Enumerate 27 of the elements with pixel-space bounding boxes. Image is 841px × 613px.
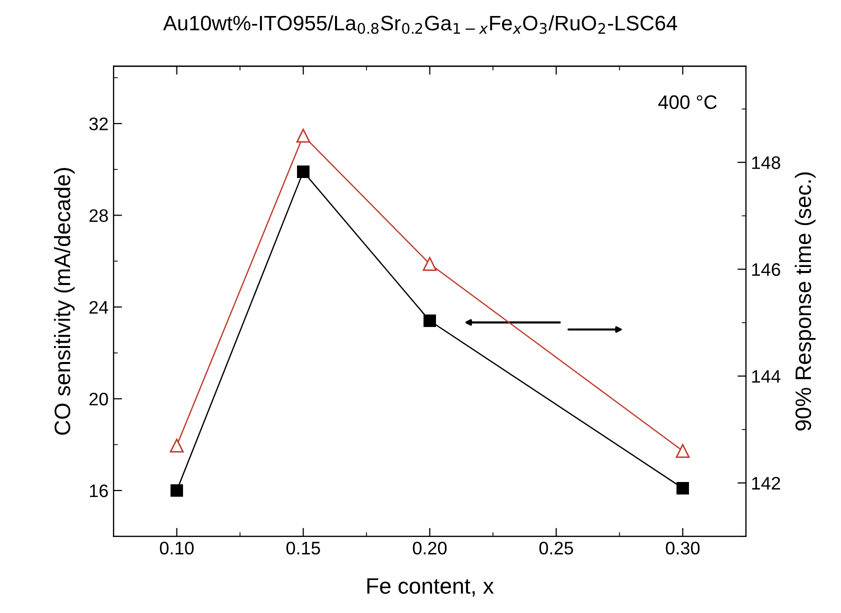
y2-tick-label: 148 — [752, 156, 780, 170]
annotation: 400 °C — [658, 95, 717, 110]
point — [296, 128, 310, 143]
y2-tick-label: 142 — [752, 476, 780, 490]
x-tick-label: 0.15 — [286, 542, 320, 554]
x-tick-label: 0.30 — [666, 542, 700, 554]
point — [676, 482, 689, 494]
y2-tick-label: 144 — [752, 370, 780, 383]
y2-axis-title: 90% Response time (sec.) — [794, 172, 816, 431]
y-axis-title: CO sensitivity (mA/decade) — [54, 168, 75, 435]
point — [297, 165, 310, 178]
point — [422, 256, 437, 271]
x-axis-title: Fe content, x — [367, 578, 494, 596]
y2-tick-label: 146 — [752, 263, 780, 276]
y-tick-label: 20 — [90, 392, 108, 406]
x-tick-label: 0.20 — [412, 542, 447, 554]
point — [170, 484, 184, 497]
point — [424, 314, 436, 328]
point — [676, 444, 690, 458]
x-tick-label: 0.10 — [160, 542, 194, 554]
point — [170, 438, 184, 452]
chart-title: Au10wt%-ITO955/La$_{0.8}$Sr$_{0.2}$Ga$_{1−x}$Fe$_{x}$O$_{3}$/RuO$_{2}$-LSC64 — [163, 15, 678, 34]
y-tick-label: 28 — [90, 209, 108, 222]
y-tick-label: 32 — [89, 117, 108, 130]
x-tick-label: 0.25 — [539, 542, 574, 554]
y-tick-label: 24 — [90, 300, 108, 314]
y-tick-label: 16 — [90, 484, 108, 498]
